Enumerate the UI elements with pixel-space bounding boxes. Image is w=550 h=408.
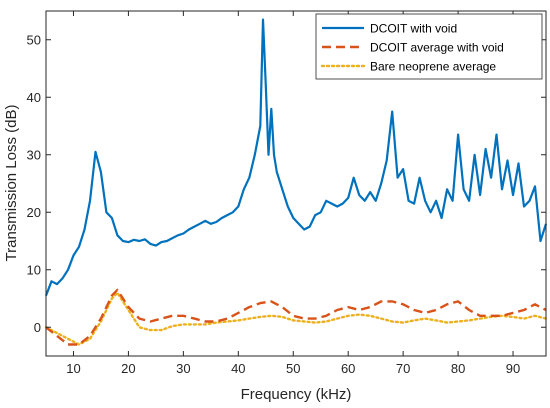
axis-ticks: 10 20 30 40 50 60 70 80 90 0 10 20 30 40 50 (27, 11, 546, 376)
x-tick-label: 50 (286, 361, 300, 376)
x-tick-label: 20 (121, 361, 135, 376)
x-tick-label: 10 (66, 361, 80, 376)
series-layer (44, 18, 548, 346)
legend: DCOIT with void DCOIT average with void Ba… (315, 13, 543, 80)
plot-frame (45, 10, 547, 357)
y-tick-label: 40 (27, 90, 41, 105)
x-tick-label: 80 (451, 361, 465, 376)
series-line-3 (44, 291, 548, 346)
legend-label-2: DCOIT average with void (370, 41, 504, 55)
y-tick-label: 20 (27, 205, 41, 220)
legend-label-3: Bare neoprene average (370, 60, 496, 74)
x-tick-label: 70 (396, 361, 410, 376)
y-tick-label: 50 (27, 32, 41, 47)
series-line-2 (45, 288, 547, 346)
y-tick-label: 10 (27, 262, 41, 277)
legend-label-1: DCOIT with void (370, 22, 457, 36)
y-tick-label: 0 (34, 320, 41, 335)
x-tick-label: 60 (341, 361, 355, 376)
y-axis-label: Transmission Loss (dB) (3, 105, 20, 262)
x-axis-label: Frequency (kHz) (241, 386, 352, 403)
series-line-1 (44, 18, 548, 296)
x-tick-label: 30 (176, 361, 190, 376)
y-tick-label: 30 (27, 147, 41, 162)
x-tick-label: 40 (231, 361, 245, 376)
x-tick-label: 90 (506, 361, 520, 376)
